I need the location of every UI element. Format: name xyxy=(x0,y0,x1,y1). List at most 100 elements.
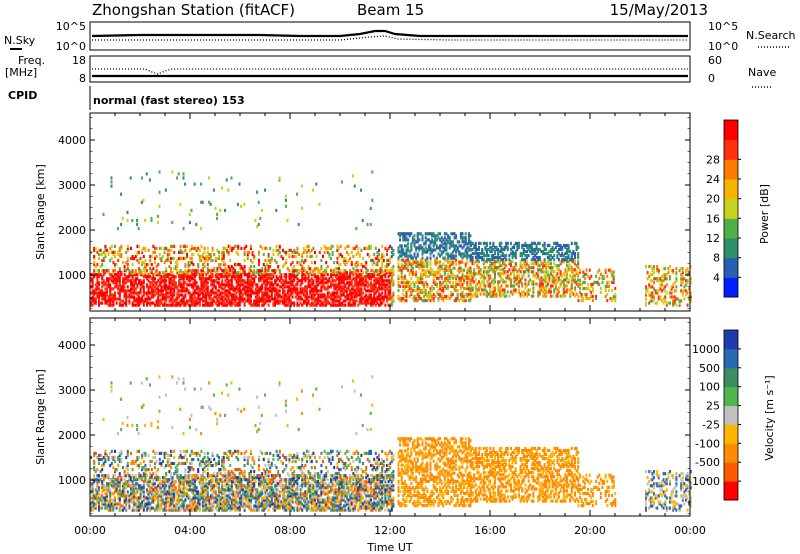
echo-cell xyxy=(235,303,238,307)
echo-cell xyxy=(232,301,235,305)
echo-cell xyxy=(328,295,331,299)
power-ylabel: Slant Range [km] xyxy=(34,164,47,260)
echo-cell xyxy=(262,297,265,301)
echo-cell xyxy=(675,267,678,271)
echo-cell xyxy=(258,289,260,293)
echo-cell xyxy=(171,301,174,305)
echo-cell xyxy=(352,295,355,299)
echo-cell xyxy=(370,303,372,307)
echo-cell xyxy=(234,287,236,291)
echo-cell xyxy=(416,232,419,236)
echo-cell xyxy=(224,303,227,307)
echo-cell xyxy=(423,294,426,299)
echo-cell xyxy=(524,258,527,262)
echo-cell xyxy=(387,291,390,295)
echo-cell xyxy=(476,252,479,256)
echo-cell xyxy=(656,289,659,293)
echo-cell xyxy=(506,276,509,280)
echo-cell xyxy=(290,289,292,293)
echo-cell xyxy=(142,269,145,273)
echo-cell xyxy=(418,244,421,248)
echo-cell xyxy=(238,267,241,271)
echo-cell xyxy=(225,178,228,182)
echo-cell xyxy=(497,247,500,252)
echo-cell xyxy=(259,277,262,281)
echo-cell xyxy=(275,283,278,287)
echo-cell xyxy=(101,457,104,462)
echo-cell xyxy=(379,293,382,297)
echo-cell xyxy=(274,287,276,291)
echo-cell xyxy=(574,241,576,245)
echo-cell xyxy=(142,261,145,265)
echo-cell xyxy=(323,299,326,303)
echo-cell xyxy=(304,271,307,275)
echo-cell xyxy=(334,283,337,287)
echo-cell xyxy=(115,263,118,267)
echo-cell xyxy=(426,250,429,254)
echo-cell xyxy=(184,295,187,299)
echo-cell xyxy=(243,269,246,273)
echo-cell xyxy=(470,243,472,248)
echo-cell xyxy=(107,508,110,512)
echo-cell xyxy=(118,293,121,297)
echo-cell xyxy=(182,275,185,279)
echo-cell xyxy=(495,294,498,298)
echo-cell xyxy=(312,283,315,287)
echo-cell xyxy=(256,225,259,229)
echo-cell xyxy=(306,285,308,289)
echo-cell xyxy=(150,277,153,281)
echo-cell xyxy=(451,232,454,236)
echo-cell xyxy=(208,275,211,279)
echo-cell xyxy=(390,279,393,283)
echo-cell xyxy=(447,236,450,240)
echo-cell xyxy=(326,281,329,285)
echo-cell xyxy=(453,246,456,250)
echo-cell xyxy=(572,270,575,274)
echo-cell xyxy=(350,250,353,254)
echo-cell xyxy=(397,258,400,262)
echo-cell xyxy=(688,287,691,291)
echo-cell xyxy=(352,273,355,277)
echo-cell xyxy=(492,294,495,298)
echo-cell xyxy=(174,301,177,305)
echo-cell xyxy=(334,279,337,283)
echo-cell xyxy=(126,256,129,261)
echo-cell xyxy=(270,289,273,293)
echo-cell xyxy=(408,284,411,288)
echo-cell xyxy=(93,301,96,305)
echo-cell xyxy=(198,254,201,259)
echo-cell xyxy=(389,261,392,265)
echo-cell xyxy=(570,276,573,280)
echo-cell xyxy=(411,272,414,276)
echo-cell xyxy=(466,252,469,256)
echo-cell xyxy=(673,299,676,303)
echo-cell xyxy=(110,287,113,291)
echo-cell xyxy=(402,236,405,240)
echo-cell xyxy=(163,287,166,291)
echo-cell xyxy=(192,283,195,287)
echo-cell xyxy=(221,303,224,307)
echo-cell xyxy=(516,270,519,274)
echo-cell xyxy=(222,246,225,250)
echo-cell xyxy=(450,260,453,264)
echo-cell xyxy=(554,264,557,268)
echo-cell xyxy=(470,254,472,258)
echo-cell xyxy=(355,261,358,265)
echo-cell xyxy=(90,303,92,307)
echo-cell xyxy=(186,299,188,303)
echo-cell xyxy=(312,303,315,307)
echo-cell xyxy=(109,490,112,494)
echo-cell xyxy=(574,268,576,272)
echo-cell xyxy=(360,289,363,293)
echo-cell xyxy=(423,262,426,266)
echo-cell xyxy=(474,278,477,282)
echo-cell xyxy=(243,287,246,291)
echo-cell xyxy=(189,299,192,303)
echo-cell xyxy=(354,303,356,307)
echo-cell xyxy=(130,287,132,291)
echo-cell xyxy=(582,270,585,274)
echo-cell xyxy=(474,290,477,294)
echo-cell xyxy=(171,271,174,275)
echo-cell xyxy=(489,249,492,254)
echo-cell xyxy=(450,242,453,246)
